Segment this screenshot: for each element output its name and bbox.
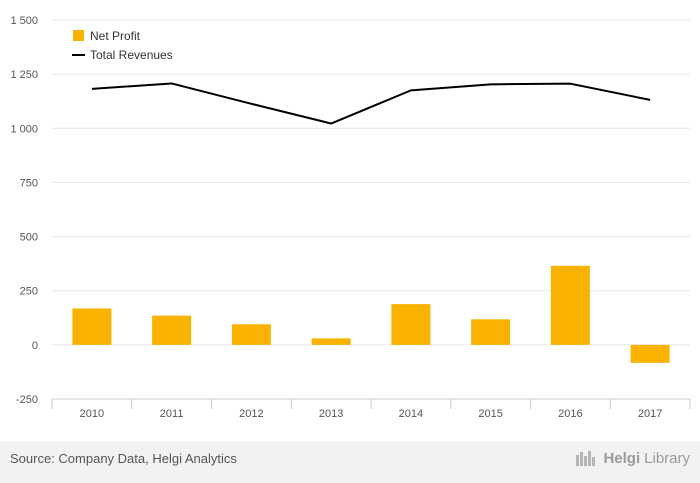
legend-label-total-revenues: Total Revenues <box>90 48 173 62</box>
y-tick-label: 1 000 <box>10 123 38 135</box>
net-profit-bar <box>152 315 192 345</box>
legend-label-net-profit: Net Profit <box>90 29 141 43</box>
net-profit-bar <box>391 304 431 345</box>
net-profit-bar <box>231 324 271 345</box>
y-tick-label: 1 250 <box>10 69 38 81</box>
x-tick-label: 2010 <box>80 408 104 420</box>
legend-swatch-net-profit <box>73 30 84 41</box>
net-profit-bar <box>471 319 511 345</box>
source-text: Source: Company Data, Helgi Analytics <box>10 451 237 466</box>
net-profit-bar <box>311 338 351 345</box>
y-tick-label: 250 <box>20 286 38 298</box>
x-tick-label: 2012 <box>239 408 263 420</box>
y-tick-label: 0 <box>32 340 38 352</box>
grid-lines <box>52 19 690 400</box>
net-profit-bar <box>630 344 670 363</box>
x-tick-label: 2017 <box>638 408 662 420</box>
x-tick-label: 2016 <box>558 408 582 420</box>
brand-name-part2: Library <box>644 449 690 467</box>
x-tick-label: 2015 <box>478 408 502 420</box>
y-tick-label: -250 <box>16 394 38 406</box>
y-tick-label: 750 <box>20 177 38 189</box>
net-profit-bars <box>72 265 670 363</box>
x-axis: 2010 2011 2012 2013 2014 2015 2016 2017 <box>51 398 691 420</box>
net-profit-bar <box>550 265 590 345</box>
y-tick-label: 500 <box>20 232 38 244</box>
y-axis: -250 0 250 500 750 1 000 1 250 1 500 <box>10 15 38 406</box>
y-tick-label: 1 500 <box>10 15 38 27</box>
total-revenues-line-group <box>91 82 651 125</box>
library-icon <box>576 451 596 466</box>
footer: Source: Company Data, Helgi Analytics He… <box>0 441 700 483</box>
x-tick-label: 2014 <box>399 408 423 420</box>
total-revenues-line <box>91 82 651 125</box>
brand-name-part1: Helgi <box>603 449 641 467</box>
net-profit-bar <box>72 308 112 345</box>
x-tick-label: 2011 <box>160 408 184 420</box>
x-tick-label: 2013 <box>319 408 343 420</box>
legend: Net Profit Total Revenues <box>72 29 173 62</box>
brand-logo: Helgi Library <box>575 449 690 467</box>
